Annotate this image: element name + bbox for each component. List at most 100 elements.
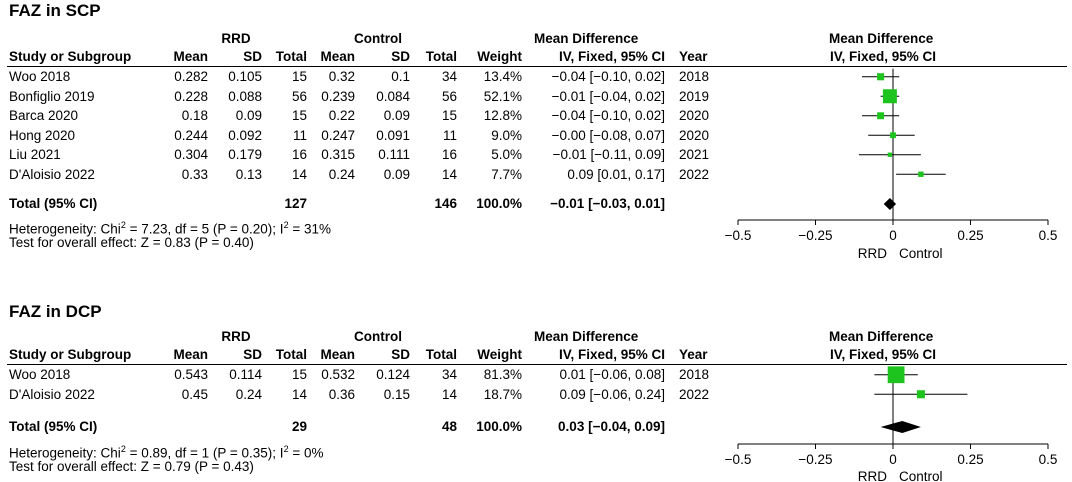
- total-rrd: 16: [291, 147, 307, 162]
- sd-rrd: 0.179: [228, 147, 262, 162]
- total-rrd: 11: [292, 127, 307, 143]
- col-header-total-ctrl: Total: [425, 347, 457, 362]
- col-header-md: IV, Fixed, 95% CI: [558, 347, 665, 362]
- sd-ctrl: 0.1: [391, 69, 410, 84]
- mean-rrd: 0.45: [181, 386, 208, 402]
- sd-ctrl: 0.09: [383, 166, 410, 182]
- total-rrd: 14: [291, 166, 307, 182]
- year: 2021: [679, 147, 710, 162]
- year: 2020: [679, 127, 710, 143]
- col-header-mean-ctrl: Mean: [320, 347, 355, 362]
- mean-ctrl: 0.315: [321, 147, 355, 162]
- mean-rrd: 0.304: [174, 147, 208, 162]
- sd-ctrl: 0.091: [376, 127, 410, 143]
- mean-ctrl: 0.247: [321, 127, 355, 143]
- mean-ctrl: 0.532: [321, 367, 355, 382]
- heterogeneity-text: Heterogeneity: Chi2 = 7.23, df = 5 (P = …: [9, 220, 331, 237]
- plot-header-top: Mean Difference: [829, 31, 934, 46]
- plot-header-bottom: IV, Fixed, 95% CI: [830, 347, 937, 362]
- ci: 0.09 [−0.06, 0.24]: [559, 386, 665, 402]
- total-rrd: 15: [291, 367, 307, 382]
- weight: 12.8%: [483, 108, 522, 123]
- col-header-mean-rrd: Mean: [173, 347, 208, 362]
- col-header-weight: Weight: [477, 49, 522, 64]
- weight-square: [887, 366, 905, 384]
- sd-ctrl: 0.09: [383, 108, 410, 123]
- mean-rrd: 0.18: [181, 108, 208, 123]
- total-rrd: 15: [291, 108, 307, 123]
- group-label-control: Control: [354, 329, 402, 344]
- weight: 52.1%: [483, 88, 522, 104]
- total-weight: 100.0%: [476, 419, 522, 434]
- weight: 81.3%: [483, 367, 522, 382]
- col-header-year: Year: [679, 347, 708, 362]
- md-header-top: Mean Difference: [534, 329, 639, 344]
- mean-ctrl: 0.32: [328, 69, 355, 84]
- md-header-top: Mean Difference: [534, 31, 639, 46]
- ci: 0.01 [−0.06, 0.08]: [559, 367, 665, 382]
- col-header-md: IV, Fixed, 95% CI: [558, 49, 665, 64]
- weight: 7.7%: [491, 166, 522, 182]
- total-ctrl: 14: [441, 386, 457, 402]
- ci: 0.09 [0.01, 0.17]: [567, 166, 665, 182]
- forest-panel-scp: FAZ in SCP RRD Control Mean Difference M…: [7, 2, 1067, 261]
- favours-left-label: RRD: [858, 469, 887, 482]
- mean-rrd: 0.228: [174, 88, 208, 104]
- favours-left-label: RRD: [858, 246, 887, 261]
- ci: −0.00 [−0.08, 0.07]: [551, 127, 665, 143]
- weight-square: [882, 89, 897, 104]
- year: 2018: [679, 367, 710, 382]
- total-ctrl: 11: [442, 127, 457, 143]
- study-name: Bonfiglio 2019: [9, 88, 95, 104]
- year: 2022: [679, 166, 710, 182]
- col-header-mean-rrd: Mean: [173, 49, 208, 64]
- ci: −0.04 [−0.10, 0.02]: [551, 108, 665, 123]
- weight-square: [890, 132, 896, 139]
- col-header-total-rrd: Total: [275, 49, 307, 64]
- plot-header-bottom: IV, Fixed, 95% CI: [830, 49, 937, 64]
- total-label: Total (95% CI): [9, 196, 98, 211]
- mean-ctrl: 0.24: [328, 166, 355, 182]
- weight: 13.4%: [483, 69, 522, 84]
- col-header-study: Study or Subgroup: [9, 347, 132, 362]
- col-header-total-ctrl: Total: [425, 49, 457, 64]
- header-divider: [7, 364, 1067, 365]
- sd-ctrl: 0.111: [378, 147, 410, 162]
- sd-rrd: 0.24: [235, 386, 262, 402]
- overall-effect-text: Test for overall effect: Z = 0.79 (P = 0…: [9, 459, 254, 474]
- plot-header-top: Mean Difference: [829, 329, 934, 344]
- total-rrd: 14: [291, 386, 307, 402]
- forest-plot-scp: −0.5 −0.25 0 0.25 0.5 RRD Control: [725, 68, 1057, 261]
- favours-right-label: Control: [899, 246, 943, 261]
- col-header-total-rrd: Total: [275, 347, 307, 362]
- sd-rrd: 0.114: [229, 367, 262, 382]
- year: 2022: [679, 386, 710, 402]
- x-tick-label: −0.5: [725, 452, 752, 467]
- total-weight: 100.0%: [476, 196, 522, 211]
- header-divider: [7, 66, 1067, 67]
- x-tick-label: −0.5: [725, 228, 752, 243]
- study-name: Woo 2018: [9, 69, 71, 84]
- pooled-diamond: [883, 198, 897, 210]
- mean-rrd: 0.244: [174, 127, 208, 143]
- year: 2020: [679, 108, 710, 123]
- x-tick-label: −0.25: [798, 228, 832, 243]
- sd-ctrl: 0.084: [376, 88, 410, 104]
- sd-rrd: 0.088: [228, 88, 262, 104]
- total-rrd: 127: [284, 196, 307, 211]
- col-header-study: Study or Subgroup: [9, 49, 132, 64]
- x-tick-label: −0.25: [798, 452, 832, 467]
- pooled-diamond: [880, 421, 921, 433]
- weight-square: [877, 73, 885, 81]
- mean-ctrl: 0.22: [328, 108, 355, 123]
- total-ctrl: 16: [441, 147, 457, 162]
- col-header-sd-ctrl: SD: [391, 49, 410, 64]
- total-ctrl: 14: [441, 166, 457, 182]
- total-ctrl: 146: [434, 196, 457, 211]
- total-ctrl: 34: [441, 367, 457, 382]
- total-ctrl: 15: [441, 108, 457, 123]
- mean-rrd: 0.543: [174, 367, 208, 382]
- year: 2019: [679, 88, 710, 104]
- ci: −0.01 [−0.04, 0.02]: [551, 88, 665, 104]
- group-label-rrd: RRD: [221, 329, 251, 344]
